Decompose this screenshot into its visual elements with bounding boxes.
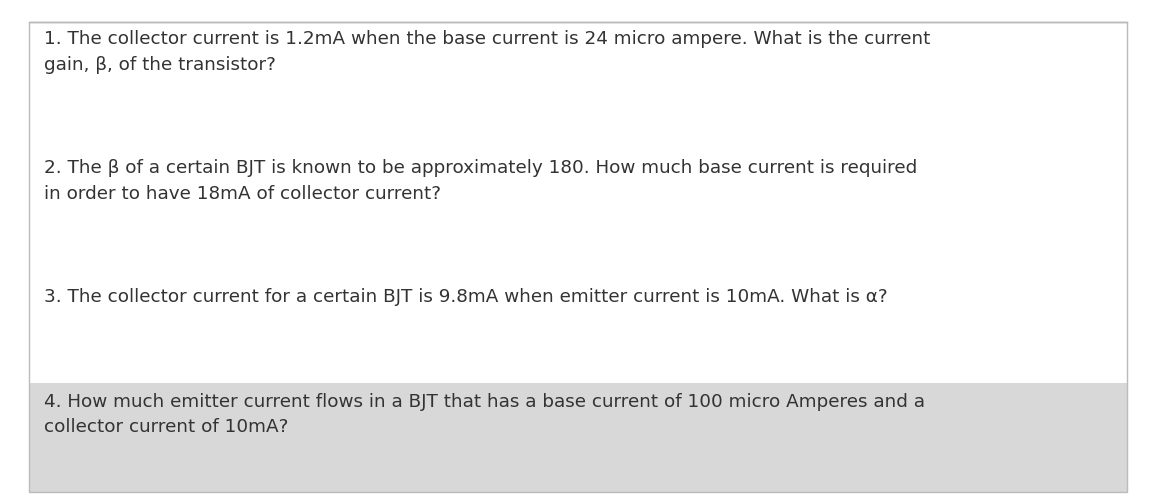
Text: 1. The collector current is 1.2mA when the base current is 24 micro ampere. What: 1. The collector current is 1.2mA when t…	[44, 30, 930, 74]
Text: 4. How much emitter current flows in a BJT that has a base current of 100 micro : 4. How much emitter current flows in a B…	[44, 393, 925, 436]
Text: 3. The collector current for a certain BJT is 9.8mA when emitter current is 10mA: 3. The collector current for a certain B…	[44, 288, 888, 306]
Text: 2. The β of a certain BJT is known to be approximately 180. How much base curren: 2. The β of a certain BJT is known to be…	[44, 159, 917, 203]
Bar	[29, 383, 1127, 492]
